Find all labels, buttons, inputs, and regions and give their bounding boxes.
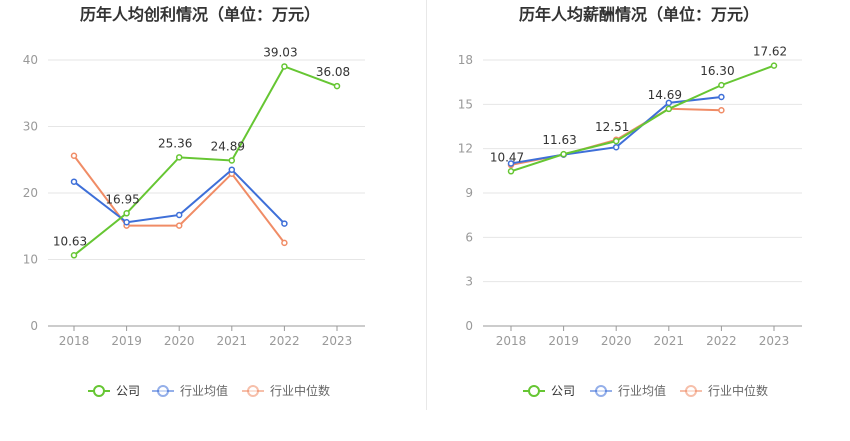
data-point-industry_median[interactable] (281, 239, 288, 247)
legend-label: 行业中位数 (708, 383, 768, 398)
data-point-company[interactable] (612, 137, 620, 145)
data-label: 16.95 (105, 192, 139, 206)
y-tick-label: 6 (465, 230, 473, 244)
legend-label: 行业中位数 (270, 383, 330, 398)
y-tick-label: 12 (458, 142, 473, 156)
data-label: 11.63 (542, 133, 576, 147)
x-tick-label: 2019 (548, 334, 579, 348)
y-tick-label: 10 (23, 253, 38, 267)
legend-label: 公司 (116, 384, 140, 398)
data-point-industry_avg[interactable] (612, 143, 620, 151)
data-point-industry_avg[interactable] (228, 166, 236, 173)
legend-item-industry_median[interactable]: 行业中位数 (680, 383, 768, 398)
series-line-company (510, 64, 775, 173)
chart-svg: 历年人均薪酬情况（单位：万元） 0 3 6 9 12 15 18 2018 2019 2020 202… (458, 5, 802, 398)
data-point-company[interactable] (507, 168, 515, 175)
legend-marker-icon (93, 385, 105, 397)
y-tick-label: 20 (23, 186, 38, 200)
data-point-company[interactable] (333, 82, 341, 90)
data-point-industry_avg[interactable] (70, 178, 78, 185)
x-tick-label: 2021 (654, 334, 685, 348)
legend-marker-icon (528, 385, 540, 397)
legend-item-industry_avg[interactable]: 行业均值 (590, 383, 666, 398)
legend-marker-icon (247, 385, 259, 397)
y-tick-label: 0 (465, 319, 473, 333)
panel-divider (426, 0, 427, 410)
legend-label: 行业均值 (618, 383, 666, 398)
data-point-industry_avg[interactable] (665, 99, 673, 107)
y-tick-label: 40 (23, 53, 38, 67)
chart-svg: 历年人均创利情况（单位：万元） 0 10 20 30 40 2018 2019 2020 2021… (23, 5, 365, 398)
x-tick-label: 2022 (706, 334, 737, 348)
data-point-company[interactable] (665, 105, 673, 113)
data-label: 39.03 (263, 45, 297, 59)
y-tick-label: 9 (465, 186, 473, 200)
legend-item-company[interactable]: 公司 (88, 384, 140, 398)
series-line-company (73, 65, 338, 257)
data-point-company[interactable] (281, 63, 288, 70)
x-tick-label: 2020 (601, 334, 632, 348)
legend-label: 行业均值 (180, 383, 228, 398)
data-point-industry_avg[interactable] (175, 211, 183, 219)
data-label: 36.08 (316, 65, 350, 79)
data-point-industry_median[interactable] (175, 222, 183, 229)
x-tick-label: 2023 (759, 334, 790, 348)
data-point-company[interactable] (123, 210, 130, 217)
data-point-company[interactable] (228, 157, 236, 164)
y-tick-label: 18 (458, 53, 473, 67)
y-tick-label: 15 (458, 97, 473, 111)
data-label: 16.30 (700, 64, 734, 78)
data-label: 25.36 (158, 136, 192, 150)
data-point-company[interactable] (560, 150, 567, 158)
legend-label: 公司 (551, 384, 575, 398)
x-tick-label: 2023 (322, 334, 353, 348)
legend-item-company[interactable]: 公司 (523, 384, 575, 398)
y-tick-label: 0 (30, 319, 38, 333)
data-point-industry_median[interactable] (718, 106, 725, 114)
profit-per-capita-chart-panel: 历年人均创利情况（单位：万元） 0 10 20 30 40 2018 2019 2020 2021… (0, 0, 425, 437)
y-tick-label: 30 (23, 120, 38, 134)
data-label: 10.63 (53, 234, 87, 248)
legend-item-industry_avg[interactable]: 行业均值 (152, 383, 228, 398)
legend-marker-icon (157, 385, 169, 397)
data-point-company[interactable] (70, 252, 78, 259)
data-label: 14.69 (648, 88, 682, 102)
data-point-industry_avg[interactable] (123, 219, 130, 226)
data-label: 10.47 (490, 150, 524, 164)
legend-marker-icon (685, 385, 697, 397)
data-point-industry_avg[interactable] (281, 220, 288, 227)
legend-marker-icon (595, 385, 607, 397)
data-label: 12.51 (595, 120, 629, 134)
x-tick-label: 2018 (59, 334, 90, 348)
data-point-company[interactable] (770, 62, 778, 69)
data-point-industry_median[interactable] (70, 152, 78, 160)
x-tick-label: 2018 (496, 334, 527, 348)
salary-per-capita-chart-panel: 历年人均薪酬情况（单位：万元） 0 3 6 9 12 15 18 2018 2019 2020 202… (425, 0, 850, 437)
x-tick-label: 2019 (111, 334, 142, 348)
data-point-industry_avg[interactable] (718, 93, 725, 101)
data-label: 24.89 (211, 139, 245, 153)
legend-item-industry_median[interactable]: 行业中位数 (242, 383, 330, 398)
x-tick-label: 2021 (217, 334, 248, 348)
data-point-company[interactable] (718, 81, 725, 89)
y-tick-label: 3 (465, 275, 473, 289)
data-point-industry_avg[interactable] (507, 160, 515, 167)
x-tick-label: 2020 (164, 334, 195, 348)
chart-title: 历年人均薪酬情况（单位：万元） (519, 5, 759, 24)
data-label: 17.62 (753, 45, 787, 59)
chart-title: 历年人均创利情况（单位：万元） (80, 5, 320, 24)
x-tick-label: 2022 (269, 334, 300, 348)
data-point-company[interactable] (175, 154, 183, 161)
